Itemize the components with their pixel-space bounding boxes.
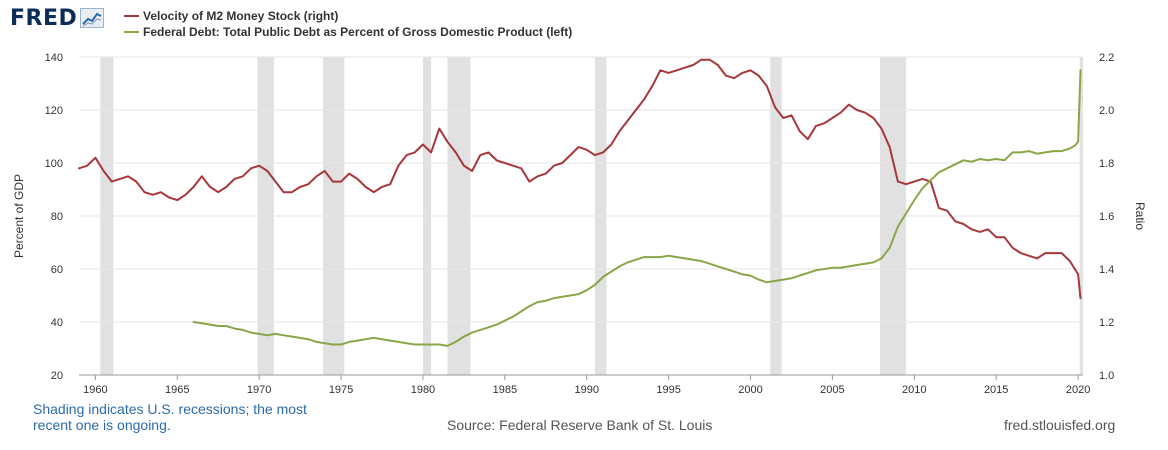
y-tick-label: 120 — [45, 105, 63, 117]
series-lines — [78, 58, 1082, 347]
x-tick-label: 2010 — [902, 384, 926, 396]
source-text: Source: Federal Reserve Bank of St. Loui… — [447, 417, 713, 433]
y-tick-label: 20 — [51, 370, 63, 382]
chart-trend-icon — [80, 7, 105, 28]
y2-tick-label: 2.0 — [1099, 105, 1114, 117]
x-tick-label: 2005 — [820, 384, 844, 396]
y2-axis-label: Ratio — [1133, 202, 1147, 230]
y-tick-label: 100 — [45, 158, 63, 170]
y2-tick-label: 2.2 — [1099, 52, 1114, 64]
y2-tick-label: 1.2 — [1099, 317, 1114, 329]
y-tick-label: 60 — [51, 264, 63, 276]
chart: 20 40 60 80 100 120 140 1.0 1.2 1.4 1.6 1.8 2.0 2.2 19… — [12, 52, 1147, 396]
x-tick-label: 1975 — [329, 384, 353, 396]
legend-item-federal-debt[interactable]: Federal Debt: Total Public Debt as Perce… — [124, 25, 572, 39]
y-axis-label: Percent of GDP — [12, 174, 26, 258]
x-tick-label: 2020 — [1066, 384, 1090, 396]
legend-label-velocity: Velocity of M2 Money Stock (right) — [143, 9, 339, 23]
y2-tick-label: 1.8 — [1099, 158, 1114, 170]
y2-tick-label: 1.6 — [1099, 211, 1114, 223]
y-tick-label: 140 — [45, 52, 63, 64]
x-tick-label: 1960 — [83, 384, 107, 396]
legend-label-federal-debt: Federal Debt: Total Public Debt as Perce… — [143, 25, 573, 39]
x-tick-label: 1965 — [165, 384, 189, 396]
x-tick-label: 1985 — [493, 384, 517, 396]
y2-tick-label: 1.4 — [1099, 264, 1114, 276]
fred-logo[interactable]: FRED — [10, 6, 105, 31]
x-tick-label: 1995 — [656, 384, 680, 396]
axes: 20 40 60 80 100 120 140 1.0 1.2 1.4 1.6 1.8 2.0 2.2 19… — [12, 52, 1147, 396]
x-tick-label: 2015 — [984, 384, 1008, 396]
legend-swatch-velocity — [124, 15, 139, 17]
x-tick-label: 1990 — [574, 384, 598, 396]
site-link[interactable]: fred.stlouisfed.org — [1004, 417, 1116, 433]
y-tick-label: 40 — [51, 317, 63, 329]
series-line-velocity — [78, 58, 1082, 300]
series-line-federal-debt — [192, 69, 1082, 347]
y-tick-label: 80 — [51, 211, 63, 223]
legend-item-velocity[interactable]: Velocity of M2 Money Stock (right) — [124, 9, 338, 23]
legend-swatch-federal-debt — [124, 31, 139, 33]
x-tick-label: 1970 — [247, 384, 271, 396]
x-tick-label: 1980 — [411, 384, 435, 396]
x-tick-label: 2000 — [738, 384, 762, 396]
recession-note: Shading indicates U.S. recessions; the m… — [33, 401, 307, 433]
fred-logo-text: FRED — [10, 6, 78, 31]
y2-tick-label: 1.0 — [1099, 370, 1114, 382]
